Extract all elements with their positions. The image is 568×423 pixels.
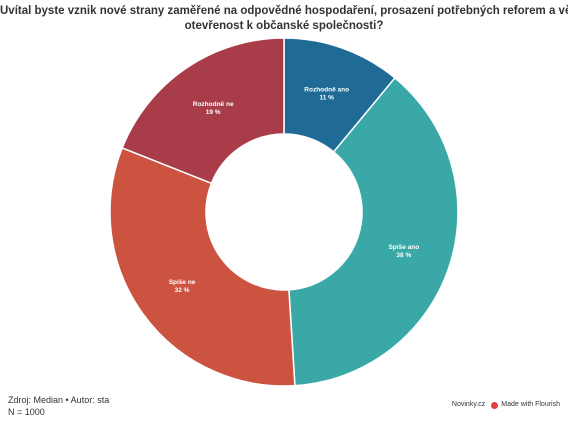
slice-label-2: Spíše ne — [169, 279, 196, 286]
donut-slice-1[interactable] — [288, 76, 459, 387]
donut-slice-2[interactable] — [109, 146, 296, 387]
source-text: Zdroj: Median • Autor: sta — [8, 395, 110, 405]
brand-label: Novinky.cz — [451, 401, 486, 408]
chart-title-line-2: otevřenost k občanské společnosti? — [184, 20, 384, 32]
slice-label-3: Rozhodně ne — [193, 101, 234, 108]
slice-label-0: Rozhodně ano — [304, 86, 349, 93]
made-with-label: Made with Flourish — [501, 401, 560, 408]
slice-value-label-1: 38 % — [396, 252, 411, 259]
slice-value-label-0: 11 % — [319, 94, 334, 101]
chart-title: Uvítal byste vznik nové strany zaměřené … — [0, 4, 568, 34]
sample-size: N = 1000 — [8, 407, 45, 417]
slice-label-1: Spíše ano — [388, 244, 419, 251]
slice-value-label-2: 32 % — [175, 287, 190, 294]
footer-source: Zdroj: Median • Autor: sta N = 1000 — [8, 394, 109, 418]
footer-credits: Novinky.cz Made with Flourish — [452, 400, 560, 410]
chart-title-line-1: Uvítal byste vznik nové strany zaměřené … — [0, 5, 568, 17]
flourish-logo-icon — [491, 401, 499, 409]
slice-value-label-3: 19 % — [206, 109, 221, 116]
donut-slice-3[interactable] — [121, 37, 285, 185]
made-with-flourish-link[interactable]: Made with Flourish — [491, 400, 560, 410]
